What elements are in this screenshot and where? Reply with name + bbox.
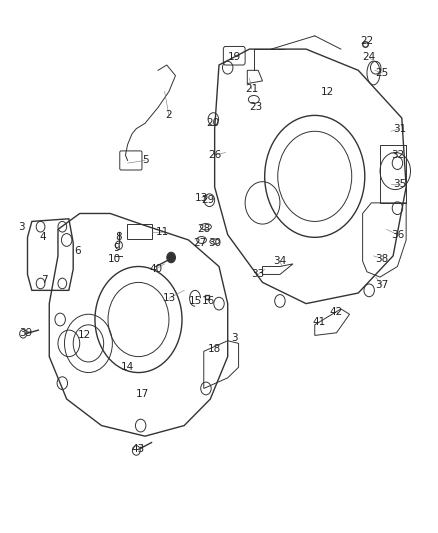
Text: 37: 37 (375, 280, 389, 290)
Text: 29: 29 (201, 195, 215, 205)
Text: 2: 2 (166, 110, 172, 120)
Text: 6: 6 (74, 246, 81, 256)
Text: 30: 30 (208, 238, 221, 248)
Text: 12: 12 (78, 330, 91, 341)
Text: 36: 36 (391, 230, 404, 240)
Text: 31: 31 (393, 124, 406, 134)
Text: 19: 19 (228, 52, 241, 62)
Text: 35: 35 (393, 179, 406, 189)
Text: 26: 26 (208, 150, 221, 160)
Text: 16: 16 (201, 296, 215, 306)
Text: 9: 9 (113, 243, 120, 253)
Text: 8: 8 (116, 232, 122, 243)
Text: 23: 23 (249, 102, 263, 112)
Text: 3: 3 (231, 333, 237, 343)
Text: 22: 22 (360, 36, 374, 46)
Text: 27: 27 (193, 238, 206, 248)
Text: 17: 17 (136, 389, 149, 399)
Text: 32: 32 (391, 150, 404, 160)
Text: 10: 10 (108, 254, 121, 263)
Text: 40: 40 (149, 264, 162, 274)
Text: 3: 3 (18, 222, 24, 232)
Text: 21: 21 (245, 84, 258, 94)
Text: 7: 7 (42, 274, 48, 285)
Text: 42: 42 (330, 306, 343, 317)
Text: 12: 12 (321, 86, 335, 96)
Text: 33: 33 (251, 270, 265, 279)
Text: 5: 5 (142, 156, 148, 165)
Text: 24: 24 (363, 52, 376, 62)
Text: 39: 39 (19, 328, 32, 338)
Text: 38: 38 (375, 254, 389, 263)
Circle shape (167, 252, 176, 263)
Text: 41: 41 (312, 317, 326, 327)
Text: 28: 28 (197, 224, 210, 235)
Text: 4: 4 (39, 232, 46, 243)
Text: 13: 13 (162, 293, 176, 303)
Text: 20: 20 (206, 118, 219, 128)
Text: 18: 18 (208, 344, 221, 354)
Text: 15: 15 (188, 296, 201, 306)
Text: 43: 43 (132, 445, 145, 455)
Text: 13: 13 (195, 192, 208, 203)
Text: 11: 11 (156, 227, 169, 237)
Text: 14: 14 (121, 362, 134, 372)
Text: 34: 34 (273, 256, 286, 266)
Text: 25: 25 (375, 68, 389, 78)
